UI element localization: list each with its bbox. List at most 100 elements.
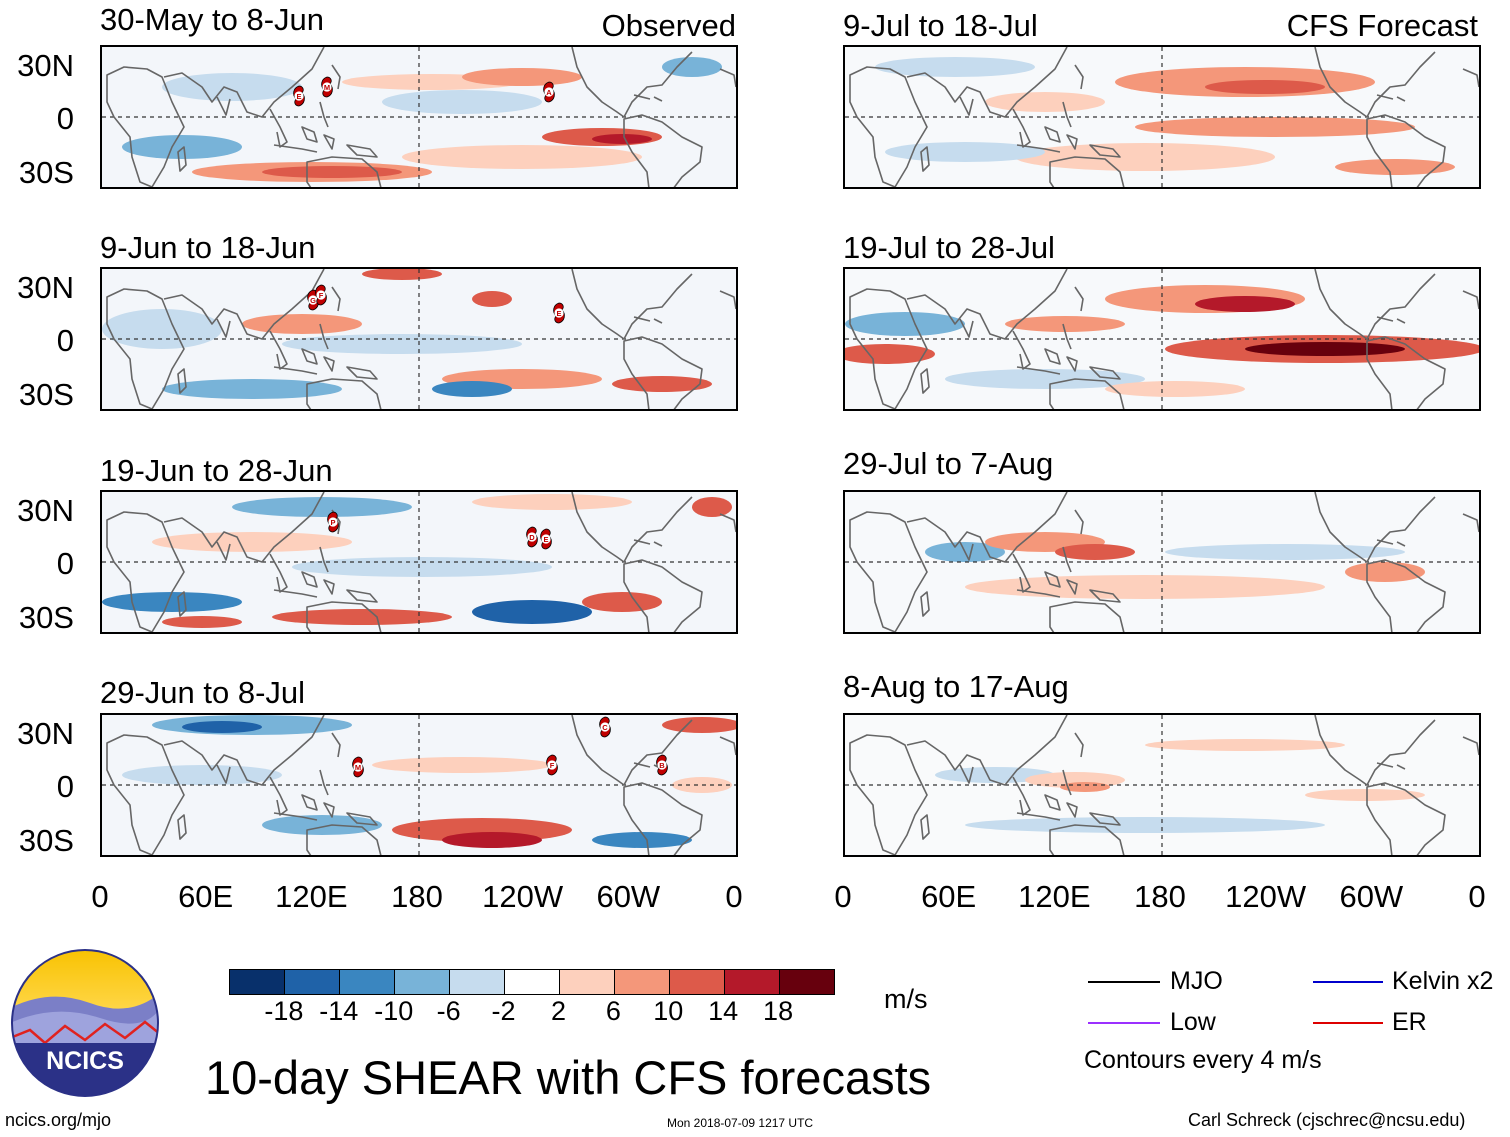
- map-panel-7: [843, 490, 1481, 634]
- storm-marker: M: [321, 76, 333, 98]
- colorbar-tick-label: -18: [264, 996, 304, 1026]
- shear-field-3: [102, 492, 736, 632]
- panel-title-2: 9-Jun to 18-Jun: [100, 230, 316, 265]
- panel-title-1: 30-May to 8-Jun: [100, 2, 324, 37]
- lat-label: 30N: [17, 270, 74, 305]
- lat-label: 0: [56, 546, 74, 581]
- storm-marker-letter: F: [550, 761, 555, 770]
- shear-field-4: [102, 715, 736, 855]
- storm-marker-letter: E: [296, 92, 301, 101]
- colorbar-cell: [615, 970, 670, 994]
- colorbar-tick-label: 10: [653, 996, 684, 1026]
- panel-title-4: 29-Jun to 8-Jul: [100, 675, 306, 710]
- footer-timestamp: Mon 2018-07-09 1217 UTC: [667, 1116, 814, 1130]
- map-panel-4: [100, 713, 738, 857]
- storm-marker-letter: A: [546, 88, 552, 97]
- panel-title-7: 29-Jul to 7-Aug: [843, 446, 1054, 481]
- lat-label: 30N: [17, 48, 74, 83]
- colorbar-tick-label: 18: [763, 996, 794, 1026]
- figure-title: 10-day SHEAR with CFS forecasts: [205, 1051, 932, 1104]
- storm-marker-letter: G: [310, 296, 316, 305]
- colorbar-tick-label: -6: [436, 996, 461, 1026]
- forecast-label: CFS Forecast: [1286, 8, 1478, 43]
- lat-label: 30S: [18, 377, 74, 412]
- footer-url[interactable]: ncics.org/mjo: [5, 1110, 112, 1130]
- storm-marker: B: [656, 754, 668, 776]
- lon-label: 120E: [1018, 879, 1091, 914]
- colorbar-cell: [725, 970, 780, 994]
- legend-label-low: Low: [1170, 1008, 1216, 1036]
- colorbar-cell: [560, 970, 615, 994]
- colorbar-cell: [670, 970, 725, 994]
- panel-title-5: 9-Jul to 18-Jul: [843, 8, 1038, 43]
- lat-label: 0: [56, 769, 74, 804]
- lat-label: 30N: [17, 493, 74, 528]
- ncics-logo: NCICS: [10, 948, 160, 1098]
- colorbar: [229, 969, 835, 995]
- legend-label-er: ER: [1392, 1008, 1427, 1036]
- panel-title-8: 8-Aug to 17-Aug: [843, 669, 1069, 704]
- lon-label: 0: [91, 879, 109, 914]
- lat-label: 30S: [18, 823, 74, 858]
- storm-marker: F: [546, 754, 558, 776]
- storm-marker: E: [293, 85, 305, 107]
- map-panel-8: [843, 713, 1481, 857]
- legend-line-mjo: [1088, 981, 1160, 983]
- storm-marker: G: [307, 289, 319, 311]
- map-panel-6: [843, 267, 1481, 411]
- lon-label: 120E: [275, 879, 348, 914]
- storm-marker-letter: E: [556, 309, 561, 318]
- legend-line-low: [1088, 1022, 1160, 1024]
- logo-text: NCICS: [46, 1047, 124, 1075]
- storm-marker: E: [540, 528, 552, 550]
- storm-marker: E: [553, 302, 565, 324]
- storm-marker-letter: M: [355, 763, 361, 772]
- shear-field-6: [845, 269, 1479, 409]
- legend-line-er: [1313, 1022, 1383, 1024]
- panel-title-6: 19-Jul to 28-Jul: [843, 230, 1055, 265]
- lon-label: 60W: [1339, 879, 1404, 914]
- colorbar-cell: [340, 970, 395, 994]
- colorbar-cell: [505, 970, 560, 994]
- lon-label: 120W: [1225, 879, 1307, 914]
- footer-credit: Carl Schreck (cjschrec@ncsu.edu): [1188, 1110, 1466, 1130]
- units-label: m/s: [884, 984, 928, 1014]
- colorbar-tick-label: -14: [319, 996, 359, 1026]
- lon-label: 180: [1134, 879, 1186, 914]
- lat-label: 0: [56, 101, 74, 136]
- colorbar-tick-label: 14: [708, 996, 739, 1026]
- map-panel-3: [100, 490, 738, 634]
- shear-field-5: [845, 47, 1479, 187]
- shear-field-8: [845, 715, 1479, 855]
- colorbar-cell: [230, 970, 285, 994]
- legend-label-kelvin: Kelvin x2: [1392, 967, 1494, 995]
- shear-field-2: [102, 269, 736, 409]
- lat-label: 30S: [18, 155, 74, 190]
- storm-marker-letter: F: [319, 291, 324, 300]
- lon-label: 0: [725, 879, 743, 914]
- legend-label-mjo: MJO: [1170, 967, 1223, 995]
- colorbar-cell: [450, 970, 505, 994]
- storm-marker-letter: M: [324, 83, 330, 92]
- lat-label: 30S: [18, 600, 74, 635]
- storm-marker: F: [315, 284, 327, 306]
- lon-label: 60W: [596, 879, 661, 914]
- shear-field-7: [845, 492, 1479, 632]
- colorbar-cell: [285, 970, 340, 994]
- map-panel-2: [100, 267, 738, 411]
- lat-label: 30N: [17, 716, 74, 751]
- storm-marker: M: [352, 756, 364, 778]
- lon-label: 0: [834, 879, 852, 914]
- storm-marker-letter: E: [543, 535, 548, 544]
- lon-label: 60E: [178, 879, 234, 914]
- colorbar-cell: [780, 970, 834, 994]
- storm-marker-letter: P: [330, 518, 335, 527]
- observed-label: Observed: [601, 8, 736, 43]
- colorbar-tick-label: -2: [491, 996, 516, 1026]
- contours-note: Contours every 4 m/s: [1084, 1046, 1322, 1074]
- lon-label: 120W: [482, 879, 564, 914]
- storm-marker: A: [543, 81, 555, 103]
- shear-field-1: [102, 47, 736, 187]
- lon-label: 60E: [921, 879, 977, 914]
- colorbar-tick-label: 6: [605, 996, 621, 1026]
